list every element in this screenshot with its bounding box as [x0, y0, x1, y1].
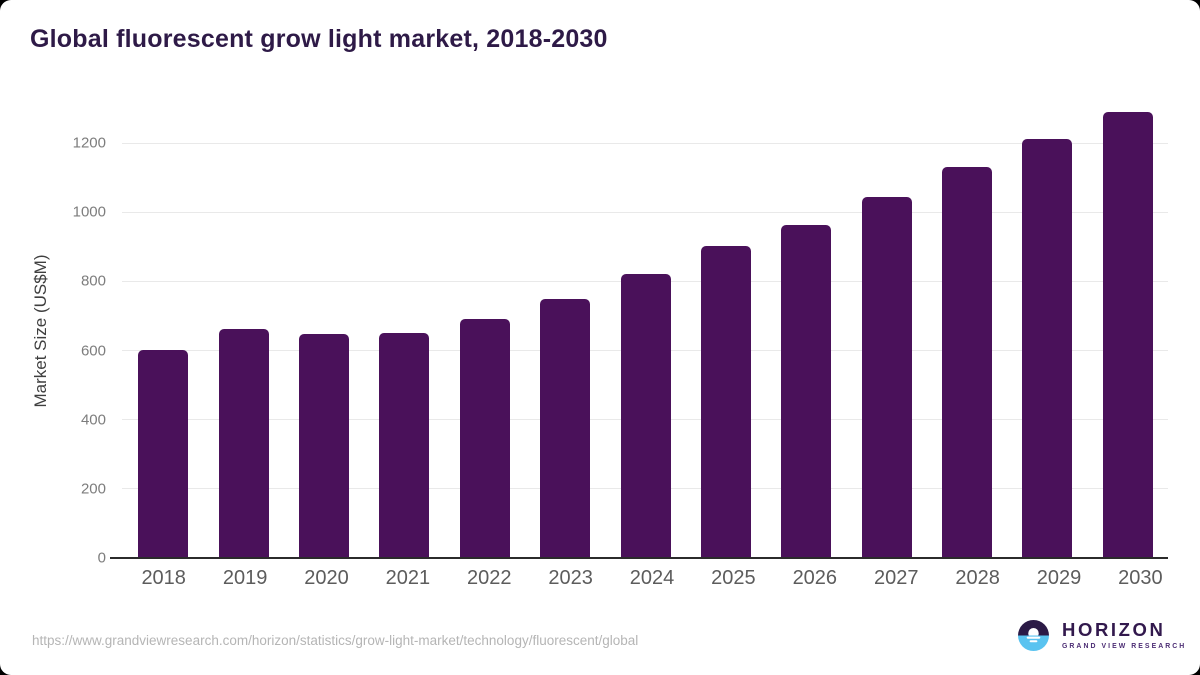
bar-column-2020: [284, 105, 364, 558]
bar-2019: [218, 329, 269, 558]
bar-column-2023: [525, 105, 605, 558]
brand-wordmark: HORIZON GRAND VIEW RESEARCH: [1062, 621, 1186, 650]
bar-2030: [1102, 112, 1153, 558]
bar-2029: [1022, 138, 1073, 558]
x-tick-label-2023: 2023: [548, 567, 593, 589]
bar-column-2028: [927, 105, 1007, 558]
chart-title: Global fluorescent grow light market, 20…: [30, 25, 608, 53]
gridline-1000: [122, 211, 1168, 213]
bar-column-2027: [847, 105, 927, 558]
x-tick-label-2019: 2019: [222, 567, 268, 589]
bar-2018: [138, 349, 189, 558]
source-url: https://www.grandviewresearch.com/horizo…: [32, 633, 639, 648]
x-tick-label-2021: 2021: [385, 567, 431, 589]
bar-2021: [379, 332, 430, 558]
x-tick-label-2022: 2022: [467, 567, 512, 589]
brand-name: HORIZON: [1062, 619, 1166, 641]
bar-2023: [540, 298, 591, 558]
brand-logo: HORIZON GRAND VIEW RESEARCH: [1018, 620, 1186, 651]
bar-column-2021: [364, 105, 444, 558]
x-tick-label-2026: 2026: [792, 567, 838, 589]
x-tick-label-2025: 2025: [711, 567, 756, 589]
bar-column-2025: [686, 105, 766, 558]
bar-2027: [861, 197, 912, 558]
x-tick-label-2029: 2029: [1036, 567, 1082, 589]
x-tick-label-2020: 2020: [304, 567, 349, 589]
bar-column-2019: [203, 105, 283, 558]
bar-2026: [781, 225, 832, 558]
bar-2025: [700, 246, 751, 558]
bar-column-2022: [445, 105, 525, 558]
gridline-1200: [122, 142, 1168, 144]
bar-column-2029: [1007, 105, 1087, 558]
x-tick-label-2028: 2028: [955, 567, 1000, 589]
bar-2024: [620, 273, 671, 558]
y-tick-label-400: 400: [80, 411, 106, 429]
x-tick-label-2024: 2024: [629, 567, 675, 589]
bars-layer: [110, 105, 1168, 558]
bar-column-2026: [766, 105, 846, 558]
y-tick-label-0: 0: [97, 549, 106, 567]
bar-column-2024: [605, 105, 685, 558]
horizon-sunset-icon: [1018, 620, 1049, 651]
y-tick-label-800: 800: [80, 272, 106, 290]
y-tick-label-600: 600: [80, 342, 106, 360]
y-tick-label-1200: 1200: [72, 134, 106, 152]
y-axis-tick-labels: 0 200 400 600 800 1000 1200: [0, 105, 106, 567]
y-tick-label-1000: 1000: [72, 203, 106, 221]
bar-column-2018: [123, 105, 203, 558]
bar-2028: [942, 166, 993, 558]
x-axis-line: [110, 557, 1168, 559]
y-tick-label-200: 200: [80, 480, 106, 498]
brand-tagline: GRAND VIEW RESEARCH: [1062, 642, 1187, 650]
x-axis-tick-labels: 2018 2019 2020 2021 2022 2023 2024 2025 2026 2027…: [110, 567, 1181, 590]
x-tick-label-2027: 2027: [873, 567, 919, 589]
bar-2022: [459, 319, 510, 558]
x-tick-label-2018: 2018: [141, 567, 186, 589]
plot-area: [110, 105, 1168, 559]
bar-column-2030: [1088, 105, 1168, 558]
x-tick-label-2030: 2030: [1118, 567, 1163, 589]
bar-2020: [298, 334, 349, 558]
